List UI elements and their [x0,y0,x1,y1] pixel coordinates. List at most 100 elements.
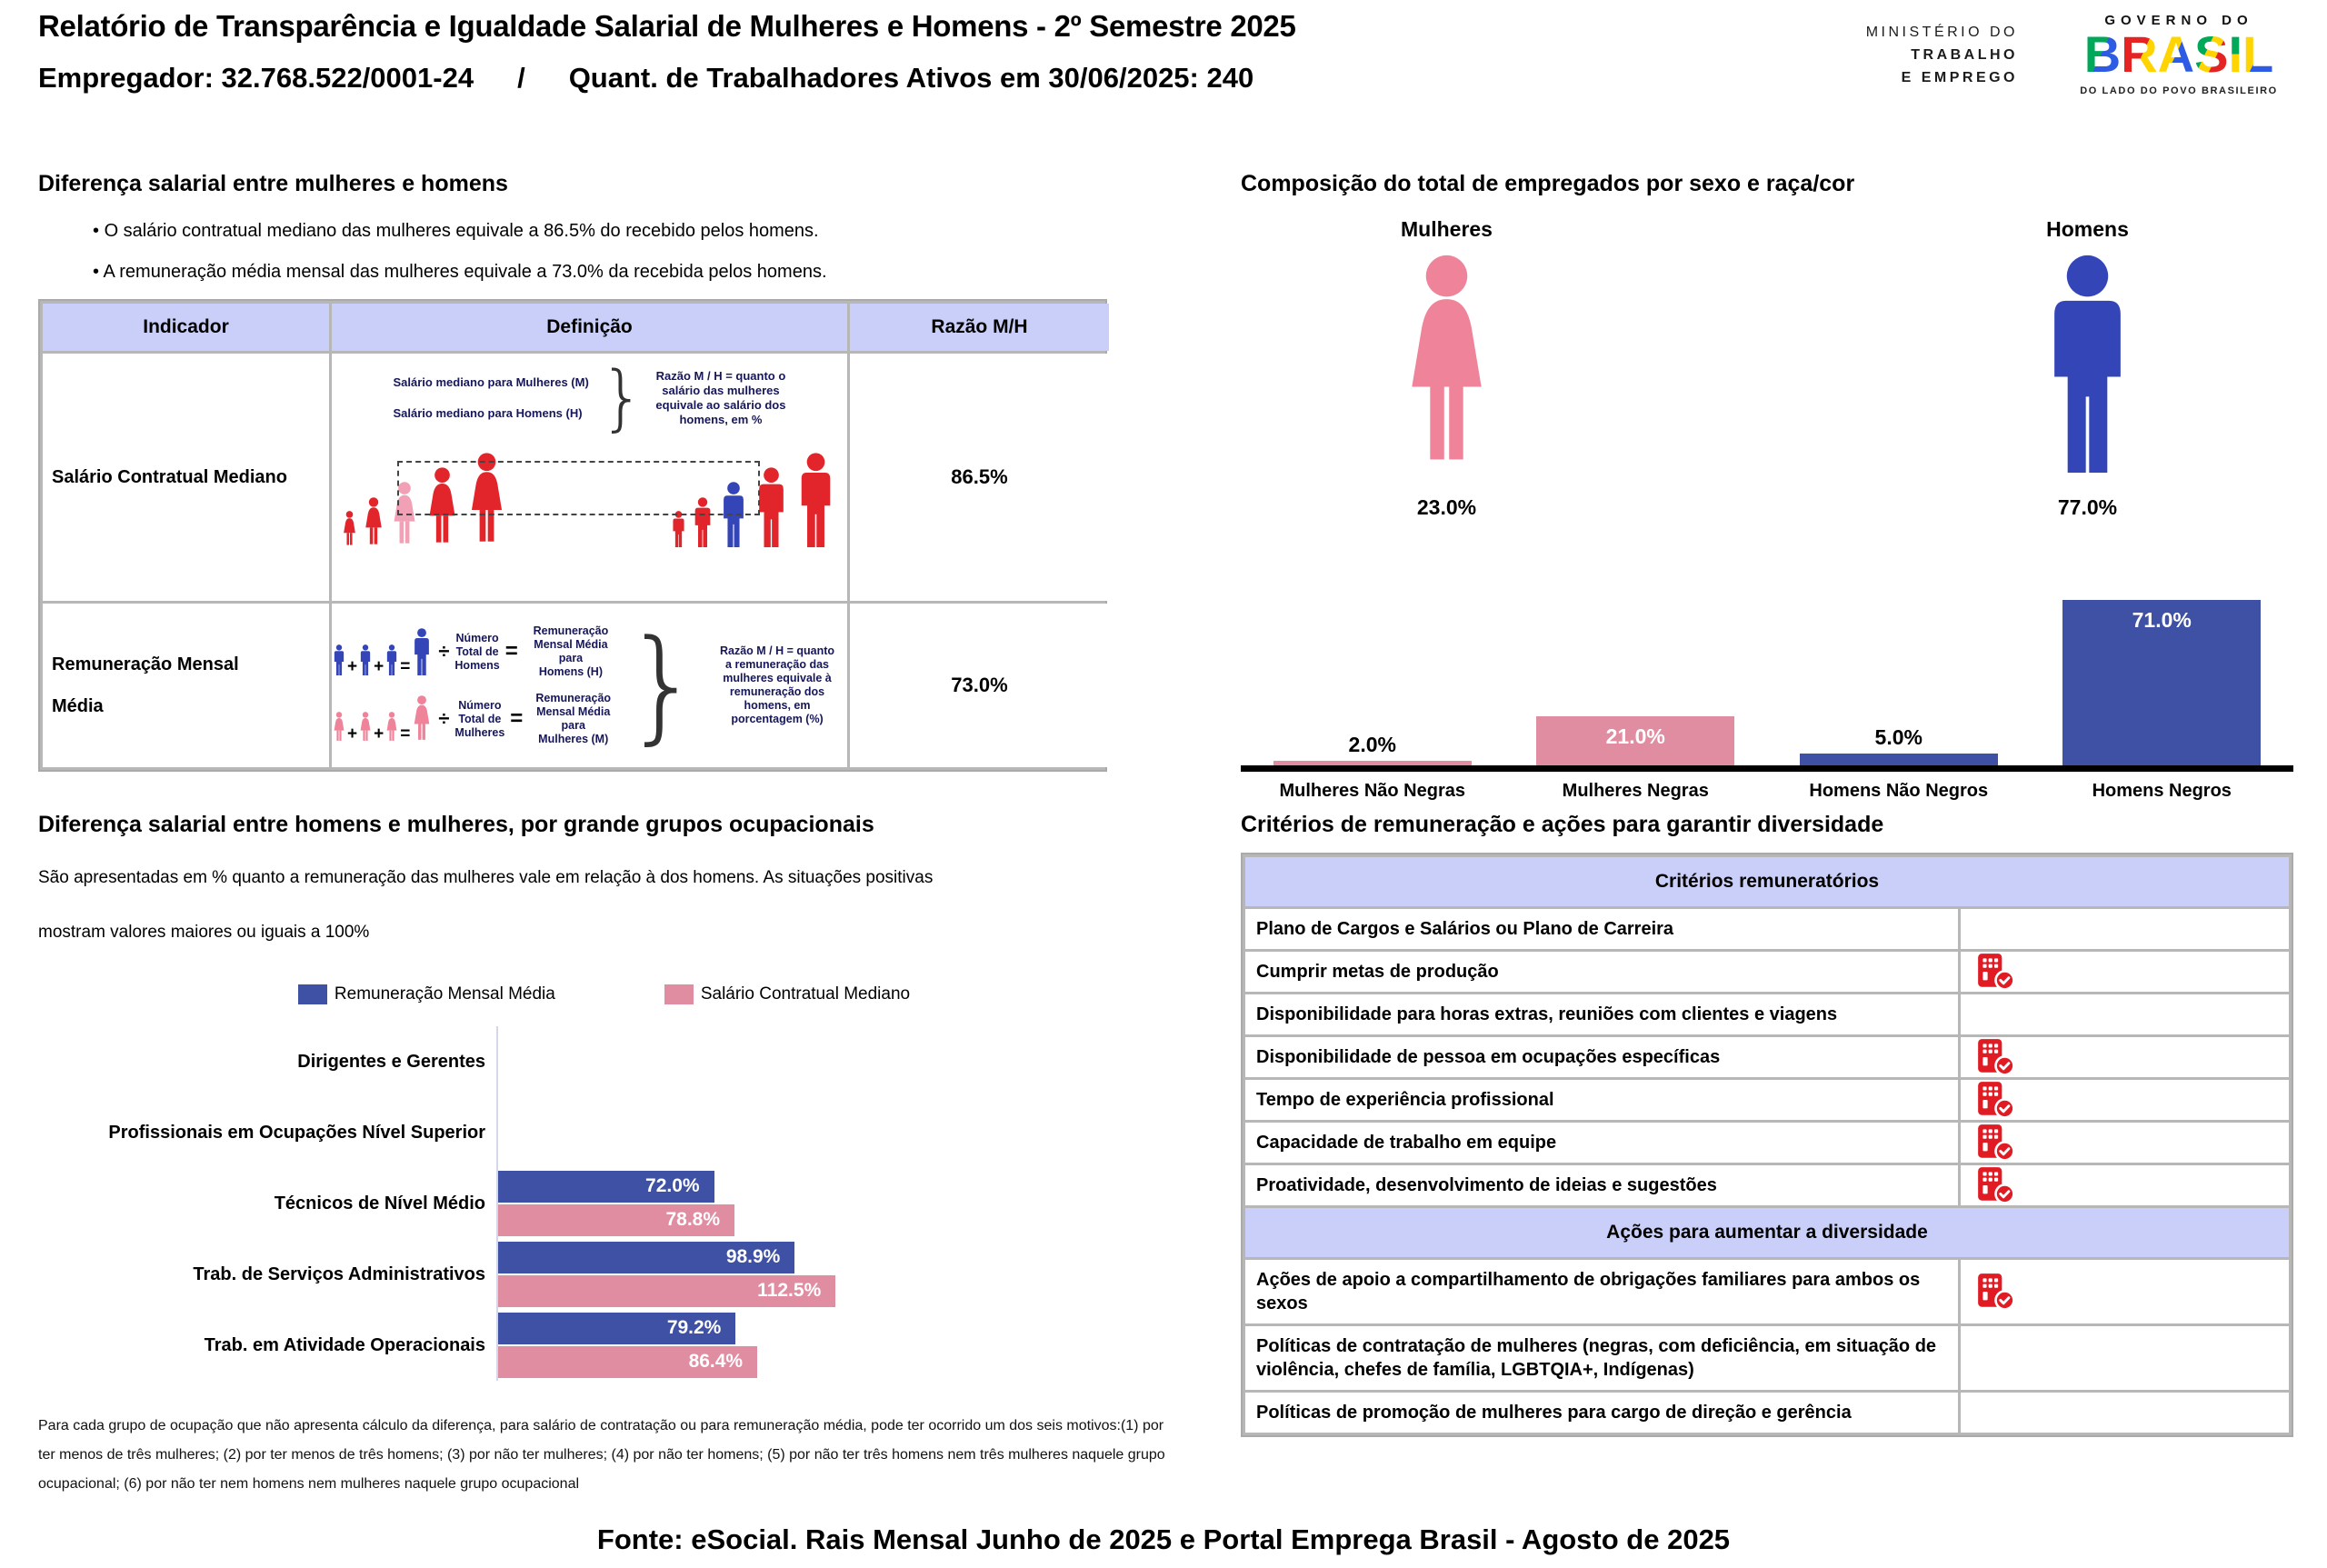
divide-glyph: ÷ [438,707,450,730]
criteria-label: Plano de Cargos e Salários ou Plano de C… [1245,909,1958,949]
men-percentage: 77.0% [2057,495,2118,519]
section-composition: Composição do total de empregados por se… [1241,171,2293,802]
man-figure-icon [753,467,790,552]
women-label: Mulheres [1401,217,1493,241]
occupation-bars [496,1096,1170,1168]
col-header-definicao: Definição [332,304,847,351]
composition-bar-group: 71.0% [2031,600,2294,765]
section-occupational: Diferença salarial entre homens e mulher… [38,812,1170,1499]
bar-remuneração-mensal-média: 72.0% [498,1170,714,1203]
criteria-row: Cumprir metas de produção [1245,952,2289,992]
median-salary-ratio-value: 86.5% [850,354,1109,601]
governo-do-brasil-logo: GOVERNO DO BRASIL DO LADO DO POVO BRASIL… [2056,13,2302,96]
occupation-bars: 79.2% 86.4% [496,1309,1170,1381]
occupational-description-line1: São apresentadas em % quanto a remuneraç… [38,868,934,887]
man-figure-icon [691,497,714,552]
composition-people: Mulheres 23.0% Homens 77.0% [1241,217,2293,520]
criteria-row: Políticas de promoção de mulheres para c… [1245,1393,2289,1433]
criteria-label: Proatividade, desenvolvimento de ideias … [1245,1165,1958,1205]
salary-gap-bullets: O salário contratual mediano das mulhere… [93,221,1107,283]
composition-bar-chart: 2.0% 21.0% 5.0% 71.0% Mulheres Não Negras Mu… [1241,578,2293,802]
brasil-letter: S [2194,25,2229,83]
occupation-label: Dirigentes e Gerentes [297,1051,485,1072]
report-subtitle: Empregador: 32.768.522/0001-24 / Quant. … [38,62,1296,95]
woman-figure-icon [341,511,358,552]
average-pay-definition: + + = ÷ Número Total de Homens = Remuneraç… [332,604,847,767]
company-check-icon [1961,1080,2289,1120]
company-check-icon [1961,1260,2289,1323]
equals-glyph: = [510,706,524,731]
indicator-median-salary-label: Salário Contratual Mediano [43,354,329,601]
median-pictograph [332,432,847,552]
composition-men: Homens 77.0% [2036,217,2139,520]
occupational-row: Trab. de Serviços Administrativos 98.9% 11… [38,1238,1170,1310]
woman-figure-icon [424,467,461,552]
composition-heading: Composição do total de empregados por se… [1241,171,1855,196]
criteria-row: Proatividade, desenvolvimento de ideias … [1245,1165,2289,1205]
women-percentage: 23.0% [1416,495,1477,519]
bar-category-label: Homens Não Negros [1809,781,1989,801]
source-footer: Fonte: eSocial. Rais Mensal Junho de 202… [596,1523,1731,1555]
bar-category-label: Mulheres Não Negras [1279,781,1465,801]
bar-value-label: 21.0% [1605,724,1665,749]
occupation-label: Trab. em Atividade Operacionais [204,1334,485,1355]
bar-remuneração-mensal-média: 79.2% [498,1312,736,1344]
bar-mulheres-não-negras [1273,760,1472,765]
woman-icon [1395,255,1498,477]
header-logos: MINISTÉRIO DO TRABALHO E EMPREGO GOVERNO… [1866,9,2302,96]
active-workers-count: Quant. de Trabalhadores Ativos em 30/06/… [568,62,1254,94]
plus-glyph: + [374,657,385,676]
pink-swatch [664,984,694,1004]
brace-glyph: } [624,614,703,756]
median-dashed-connector [397,461,760,516]
man-figure-icon [794,453,838,552]
plus-glyph: = [400,724,411,744]
legend-blue-label: Remuneração Mensal Média [334,984,555,1004]
bar-value-label: 71.0% [2132,608,2192,633]
woman-figure-icon [362,497,385,552]
chart-legend: Remuneração Mensal Média Salário Contrat… [38,984,1170,1004]
report-title: Relatório de Transparência e Igualdade S… [38,9,1296,43]
criteria-label: Políticas de contratação de mulheres (ne… [1245,1326,1958,1390]
occupational-row: Profissionais em Ocupações Nível Superio… [38,1096,1170,1168]
composition-women: Mulheres 23.0% [1395,217,1498,520]
occupational-description-line2: mostram valores maiores ou iguais a 100% [38,922,370,942]
man-icon [2036,255,2139,477]
salary-gap-heading: Diferença salarial entre mulheres e home… [38,171,508,196]
criteria-row: Ações de apoio a compartilhamento de obr… [1245,1260,2289,1323]
woman-figure-icon [464,453,509,552]
col-header-razao: Razão M/H [850,304,1109,351]
average-pay-formula: + + = ÷ Número Total de Homens = Remuneraç… [332,604,847,767]
header-titles: Relatório de Transparência e Igualdade S… [38,9,1296,96]
criteria-row: Plano de Cargos e Salários ou Plano de C… [1245,909,2289,949]
bar-salário-contratual-mediano: 112.5% [498,1274,836,1307]
occupational-bar-chart: Dirigentes e Gerentes Profissionais em Oc… [38,1025,1170,1381]
bullet-median-salary: O salário contratual mediano das mulhere… [93,221,1107,242]
occupational-row: Dirigentes e Gerentes [38,1025,1170,1097]
average-pay-ratio-value: 73.0% [850,604,1109,767]
gov-logo-tagline: DO LADO DO POVO BRASILEIRO [2080,85,2278,96]
divide-glyph: ÷ [438,640,450,663]
criteria-label: Ações de apoio a compartilhamento de obr… [1245,1260,1958,1323]
plus-glyph: + [347,724,358,744]
legend-item-blue: Remuneração Mensal Média [297,984,555,1004]
occupational-heading: Diferença salarial entre homens e mulher… [38,812,874,837]
median-ratio-explanation: Razão M / H = quanto o salário das mulhe… [655,368,786,427]
composition-bar-group: 5.0% [1767,725,2031,765]
col-header-indicador: Indicador [43,304,329,351]
occupational-row: Técnicos de Nível Médio 72.0% 78.8% [38,1167,1170,1239]
occupation-bars: 98.9% 112.5% [496,1238,1170,1310]
brasil-letter: B [2083,25,2122,83]
composition-bar-group: 2.0% [1241,733,1504,765]
median-women-line: Salário mediano para Mulheres (M) [393,375,589,389]
man-figure-icon [718,482,749,552]
women-result-label: Remuneração Mensal Média para Mulheres (… [535,692,612,745]
bar-category-label: Mulheres Negras [1562,781,1709,801]
company-check-icon [1961,952,2289,992]
composition-bar-group: 21.0% [1504,716,1768,765]
plus-glyph: + [374,724,385,744]
women-formula-line: + + = ÷ Número Total de Mulheres = Remuner… [332,692,618,746]
criteria-label: Disponibilidade de pessoa em ocupações e… [1245,1037,1958,1077]
indicator-average-pay-label: Remuneração Mensal Média [43,604,329,767]
occupation-label: Trab. de Serviços Administrativos [193,1263,485,1284]
